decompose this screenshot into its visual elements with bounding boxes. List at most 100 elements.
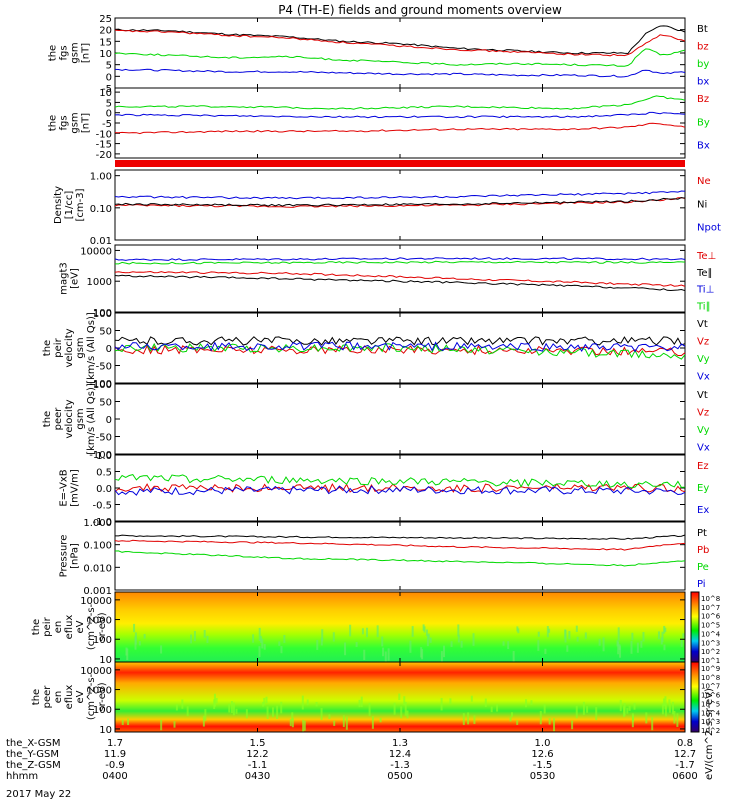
legend-Vt: Vt [697,319,708,330]
y-axis-label: thepeervelocitygsm[km/s (All Qs)] [42,383,97,455]
heatmap-texture [320,637,323,646]
heatmap-texture [160,719,163,731]
series-line-Vx [114,341,686,353]
legend-by: by [697,59,709,70]
heatmap-texture [553,718,556,732]
legend-Bx: Bx [697,141,710,152]
heatmap-texture [586,706,589,713]
heatmap-texture [543,704,546,714]
heatmap-texture [548,628,551,633]
heatmap-texture [636,642,639,653]
heatmap-texture [393,702,396,715]
heatmap-texture [490,706,493,713]
y-tick-label: 50 [99,327,112,338]
y-axis-label-line: the [31,619,42,635]
y-tick-label: -100 [89,450,112,461]
heatmap-texture [672,701,675,715]
heatmap-texture [537,640,540,651]
legend-Vy: Vy [697,425,710,436]
y-tick-label: 0.0 [96,484,112,495]
panel-frame [114,521,686,591]
heatmap-texture [301,695,304,710]
y-axis-label-line: eV [75,620,86,633]
y-tick-label: 10 [99,88,112,99]
heatmap-texture [235,708,238,714]
heatmap-texture [127,718,130,726]
heatmap-texture [321,629,324,642]
heatmap-texture [278,641,281,646]
heatmap-texture [245,709,248,719]
heatmap-texture [595,707,598,721]
series-line-Npot [114,190,686,200]
axis-tick-label: -1.1 [248,760,268,771]
legend-Pb: Pb [697,545,709,556]
y-tick-label: 20 [99,26,112,37]
heatmap-texture [632,715,635,722]
heatmap-fill [115,592,685,662]
heatmap-texture [280,646,283,654]
legend-Ne: Ne [697,176,711,187]
axis-tick-label: 1.3 [392,738,408,749]
heatmap-texture [228,703,231,713]
y-tick-label: 1.00 [90,172,112,183]
heatmap-texture [507,641,510,650]
axis-row-label: the_Z-GSM [6,760,61,771]
heatmap-texture [568,631,571,640]
colorbar-tick-label: 10^4 [701,709,721,717]
heatmap-texture [663,644,666,651]
y-tick-label: -50 [96,362,112,373]
heatmap-texture [640,640,643,648]
y-axis-label-line: velocity [64,399,75,438]
series-line-Ti⊥ [114,257,686,261]
legend-Ey: Ey [697,483,709,494]
axis-tick-label: 12.6 [531,749,553,760]
heatmap-texture [668,699,671,704]
heatmap-texture [316,639,319,650]
heatmap-texture [230,701,233,714]
heatmap-texture [258,646,261,657]
y-tick-label: 1000 [87,686,112,697]
series-line-Ne [114,197,686,208]
y-axis-label-line: [1/cc] [64,191,75,220]
legend-Vz: Vz [697,337,709,348]
colorbar-tick-label: 10^5 [701,622,720,630]
heatmap-texture [333,720,336,726]
colorbar-tick-label: 10^7 [701,604,720,612]
colorbar-tick-label: 10^7 [701,683,720,691]
heatmap-texture [291,712,294,721]
heatmap-texture [584,632,587,639]
heatmap-texture [276,705,279,720]
heatmap-texture [510,712,513,717]
heatmap-texture [502,641,505,646]
y-axis-label-line: peer [53,407,64,431]
heatmap-texture [263,697,266,706]
heatmap-texture [457,634,460,643]
heatmap-texture [680,639,683,647]
heatmap-texture [291,718,294,728]
heatmap-texture [663,625,666,634]
y-axis-label-line: en [53,691,64,704]
y-tick-label: 100 [93,380,112,391]
heatmap-texture [289,719,292,727]
heatmap-texture [546,626,549,638]
legend-Pt: Pt [697,528,707,539]
colorbar-tick-label: 10^6 [701,692,721,700]
heatmap-texture [368,702,371,717]
colorbar-tick-label: 10^3 [701,718,720,726]
heatmap-texture [363,649,366,660]
y-axis-label-line: [km/s (All Qs)] [86,383,97,455]
heatmap-texture [190,634,193,644]
y-axis-label: thepeirenefluxeV(cm^2-s-sr-eV) [31,603,108,650]
y-tick-label: 5 [106,61,112,72]
y-axis-label-line: [mV/m] [70,469,81,507]
colorbar-tick-label: 10^3 [701,639,720,647]
legend-Ti⊥: Ti⊥ [696,285,714,296]
heatmap-texture [628,705,631,711]
y-tick-label: 100 [93,635,112,646]
heatmap-texture [525,699,528,708]
series-line-Ni [114,197,686,207]
y-tick-label: 5 [106,98,112,109]
heatmap-texture [576,636,579,642]
